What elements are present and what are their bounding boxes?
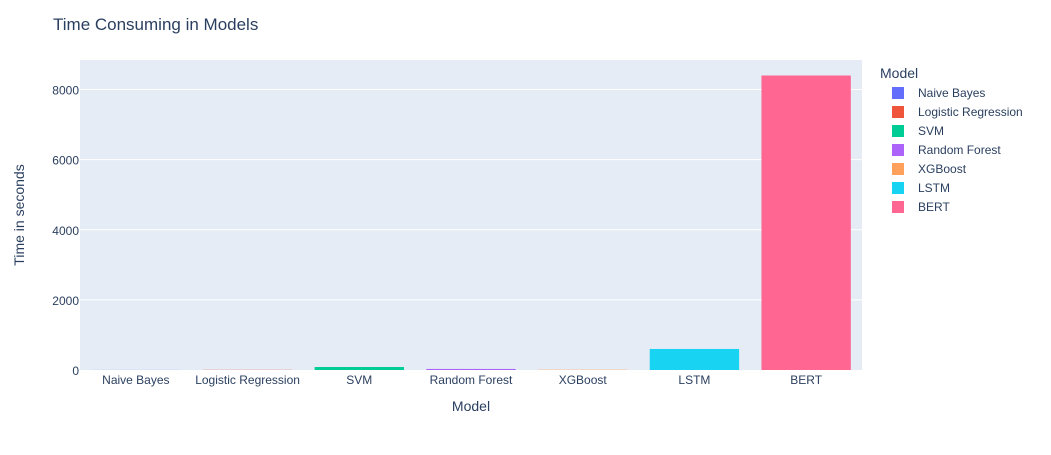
y-axis-label: Time in seconds [11,164,27,265]
legend-label: Random Forest [918,143,1001,157]
legend-label: SVM [918,124,944,138]
legend-title: Model [880,65,918,81]
legend-swatch [892,182,904,194]
plot-area [80,60,862,370]
y-tick-label: 8000 [52,84,79,98]
bar[interactable] [761,75,850,370]
x-tick-label: Naive Bayes [102,373,169,387]
legend-items: Naive Bayes Logistic Regression SVM Random … [892,86,1023,214]
legend: Model Naive Bayes Logistic Regression SVM R… [880,65,1023,214]
x-tick-label: XGBoost [559,373,608,387]
x-tick-label: LSTM [678,373,710,387]
x-axis-label: Model [452,398,490,414]
legend-item[interactable]: Random Forest [892,143,1001,157]
bar[interactable] [650,349,739,370]
legend-swatch [892,163,904,175]
legend-item[interactable]: Naive Bayes [892,86,985,100]
y-tick-label: 2000 [52,294,79,308]
legend-item[interactable]: BERT [892,200,950,214]
legend-label: Logistic Regression [918,105,1023,119]
legend-label: LSTM [918,181,950,195]
bar[interactable] [426,369,515,370]
legend-item[interactable]: Logistic Regression [892,105,1023,119]
x-tick-label: SVM [346,373,372,387]
legend-label: Naive Bayes [918,86,985,100]
x-tick-label: Random Forest [430,373,513,387]
y-axis-ticks: 0 2000 4000 6000 8000 [52,84,79,378]
legend-swatch [892,87,904,99]
legend-swatch [892,144,904,156]
legend-label: BERT [918,200,950,214]
x-tick-label: BERT [790,373,822,387]
legend-item[interactable]: XGBoost [892,162,967,176]
x-tick-label: Logistic Regression [195,373,300,387]
legend-swatch [892,106,904,118]
bar[interactable] [315,367,404,370]
y-tick-label: 6000 [52,154,79,168]
legend-item[interactable]: LSTM [892,181,950,195]
x-axis-ticks: Naive Bayes Logistic Regression SVM Random … [102,373,823,387]
legend-swatch [892,125,904,137]
legend-item[interactable]: SVM [892,124,944,138]
chart-title: Time Consuming in Models [53,15,258,34]
y-tick-label: 4000 [52,224,79,238]
y-tick-label: 0 [72,364,79,378]
legend-label: XGBoost [918,162,967,176]
legend-swatch [892,201,904,213]
